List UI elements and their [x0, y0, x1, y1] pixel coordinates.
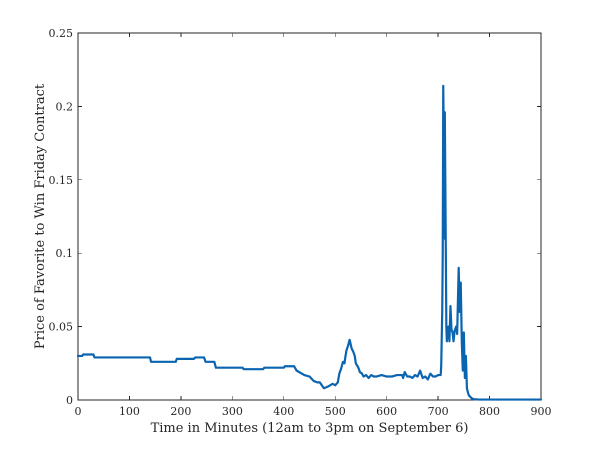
x-tick-label: 200	[170, 405, 191, 418]
y-axis-label: Price of Favorite to Win Friday Contract	[33, 83, 48, 349]
y-tick-label: 0.2	[56, 100, 74, 113]
x-tick-label: 0	[75, 405, 82, 418]
x-tick-label: 600	[376, 405, 397, 418]
x-tick-label: 800	[479, 405, 500, 418]
x-tick-label: 500	[325, 405, 346, 418]
x-tick-label: 400	[273, 405, 294, 418]
x-axis-ticks: 0 100 200 300 400 500 600 700 800 900	[75, 33, 552, 418]
x-tick-label: 300	[222, 405, 243, 418]
plot-frame	[77, 32, 542, 401]
y-tick-label: 0	[66, 394, 73, 407]
series-layer	[76, 84, 543, 401]
y-tick-label: 0.15	[49, 174, 74, 187]
x-tick-label: 900	[531, 405, 552, 418]
y-axis-ticks: 0 0.05 0.1 0.15 0.2 0.25	[49, 27, 541, 407]
y-tick-label: 0.1	[56, 247, 74, 260]
y-tick-label: 0.05	[49, 321, 74, 334]
x-tick-label: 700	[428, 405, 449, 418]
y-tick-label: 0.25	[49, 27, 74, 40]
x-axis-label: Time in Minutes (12am to 3pm on Septembe…	[151, 421, 469, 436]
series-line-0	[76, 84, 543, 401]
x-tick-label: 100	[119, 405, 140, 418]
